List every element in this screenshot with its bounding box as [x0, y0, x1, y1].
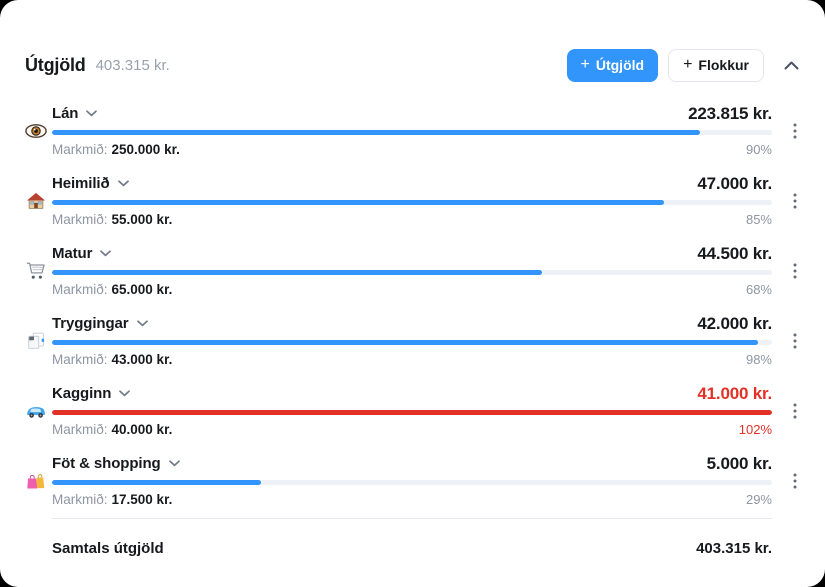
- progress-bar: [52, 269, 772, 275]
- goal-label: Markmið:: [52, 281, 108, 297]
- progress-bar: [52, 129, 772, 135]
- chevron-down-icon: [168, 460, 180, 467]
- totals-label: Samtals útgjöld: [52, 540, 164, 557]
- goal-label: Markmið:: [52, 491, 108, 507]
- chevron-down-icon: [100, 250, 112, 257]
- category-toggle[interactable]: Heimilið: [52, 175, 129, 192]
- shopping-cart-icon: [25, 260, 52, 282]
- car-icon: [25, 400, 52, 422]
- category-row: Föt & shopping 5.000 kr. Markmið: 17.500 …: [25, 446, 800, 516]
- house-icon: [25, 190, 52, 212]
- category-row: Lán 223.815 kr. Markmið: 250.000 kr. 90%: [25, 96, 800, 166]
- category-name: Lán: [52, 105, 79, 122]
- category-toggle[interactable]: Lán: [52, 105, 98, 122]
- plus-icon: +: [683, 56, 693, 73]
- chevron-down-icon: [117, 180, 129, 187]
- category-toggle[interactable]: Föt & shopping: [52, 455, 180, 472]
- chevron-up-icon[interactable]: [782, 56, 800, 74]
- progress-bar: [52, 479, 772, 485]
- goal-value: 40.000 kr.: [111, 421, 173, 437]
- percent-label: 29%: [745, 492, 772, 507]
- category-list: Lán 223.815 kr. Markmið: 250.000 kr. 90%: [25, 96, 800, 516]
- add-expense-label: Útgjöld: [595, 57, 645, 73]
- header-total: 403.315 kr.: [95, 56, 170, 74]
- percent-label: 102%: [738, 422, 772, 437]
- progress-bar-fill: [52, 479, 261, 485]
- goal-label: Markmið:: [52, 211, 108, 227]
- category-toggle[interactable]: Kagginn: [52, 385, 131, 402]
- progress-bar-fill: [52, 129, 700, 135]
- add-category-button[interactable]: + Flokkur: [668, 48, 764, 82]
- progress-bar-fill: [52, 339, 758, 345]
- percent-label: 85%: [745, 212, 772, 227]
- header-actions: + Útgjöld + Flokkur: [566, 48, 800, 82]
- category-name: Kagginn: [52, 385, 112, 402]
- category-amount: 223.815 kr.: [688, 103, 772, 123]
- progress-bar: [52, 409, 772, 415]
- documents-icon: [25, 330, 52, 352]
- kebab-menu-icon[interactable]: [772, 166, 800, 236]
- category-toggle[interactable]: Matur: [52, 245, 112, 262]
- kebab-menu-icon[interactable]: [772, 376, 800, 446]
- shopping-bags-icon: [25, 470, 52, 492]
- progress-bar: [52, 339, 772, 345]
- eye-icon: [25, 120, 52, 142]
- kebab-menu-icon[interactable]: [772, 96, 800, 166]
- percent-label: 68%: [745, 282, 772, 297]
- category-toggle[interactable]: Tryggingar: [52, 315, 148, 332]
- goal-label: Markmið:: [52, 141, 108, 157]
- chevron-down-icon: [136, 320, 148, 327]
- percent-label: 90%: [745, 142, 772, 157]
- goal-value: 17.500 kr.: [111, 491, 173, 507]
- category-name: Matur: [52, 245, 93, 262]
- goal-value: 250.000 kr.: [111, 141, 180, 157]
- category-name: Tryggingar: [52, 315, 129, 332]
- category-row: Tryggingar 42.000 kr. Markmið: 43.000 kr.…: [25, 306, 800, 376]
- add-category-label: Flokkur: [698, 57, 749, 73]
- progress-bar-fill: [52, 409, 772, 415]
- add-expense-button[interactable]: + Útgjöld: [566, 48, 659, 82]
- chevron-down-icon: [86, 110, 98, 117]
- category-amount: 47.000 kr.: [697, 173, 772, 193]
- totals-footer: Samtals útgjöld 403.315 kr.: [52, 518, 772, 557]
- progress-bar-fill: [52, 199, 664, 205]
- kebab-menu-icon[interactable]: [772, 446, 800, 516]
- totals-value: 403.315 kr.: [696, 540, 772, 557]
- progress-bar-fill: [52, 269, 542, 275]
- goal-label: Markmið:: [52, 421, 108, 437]
- chevron-down-icon: [119, 390, 131, 397]
- progress-bar: [52, 199, 772, 205]
- goal-value: 55.000 kr.: [111, 211, 173, 227]
- category-amount: 5.000 kr.: [706, 453, 773, 473]
- goal-value: 65.000 kr.: [111, 281, 173, 297]
- page-title: Útgjöld: [25, 54, 86, 75]
- percent-label: 98%: [745, 352, 772, 367]
- category-row: Kagginn 41.000 kr. Markmið: 40.000 kr. 10…: [25, 376, 800, 446]
- goal-value: 43.000 kr.: [111, 351, 173, 367]
- kebab-menu-icon[interactable]: [772, 306, 800, 376]
- category-row: Heimilið 47.000 kr. Markmið: 55.000 kr. 8…: [25, 166, 800, 236]
- kebab-menu-icon[interactable]: [772, 236, 800, 306]
- category-amount: 42.000 kr.: [697, 313, 772, 333]
- category-name: Heimilið: [52, 175, 110, 192]
- category-name: Föt & shopping: [52, 455, 161, 472]
- category-row: Matur 44.500 kr. Markmið: 65.000 kr. 68%: [25, 236, 800, 306]
- goal-label: Markmið:: [52, 351, 108, 367]
- plus-icon: +: [580, 56, 590, 73]
- category-amount: 41.000 kr.: [697, 383, 772, 403]
- header: Útgjöld 403.315 kr. + Útgjöld + Flokkur: [25, 48, 800, 82]
- category-amount: 44.500 kr.: [697, 243, 772, 263]
